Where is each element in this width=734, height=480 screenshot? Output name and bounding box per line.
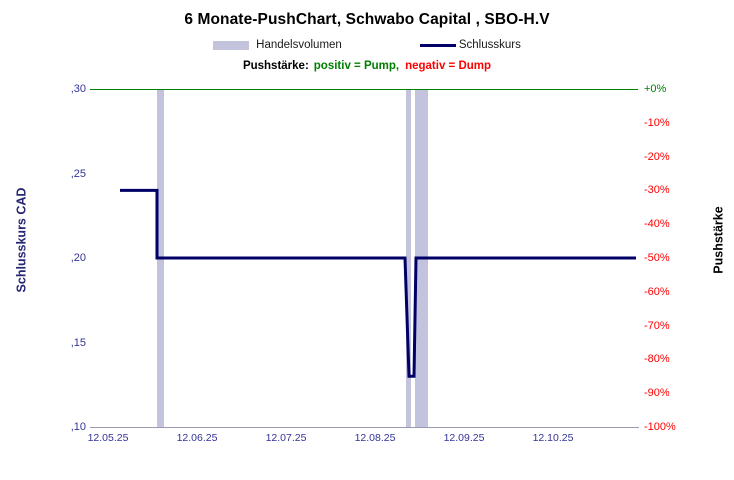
volume-bar: [406, 89, 411, 427]
x-axis-line: [90, 427, 639, 428]
y-tick-right: -30%: [644, 184, 670, 197]
plot-svg: [90, 88, 638, 427]
y-tick-right: -10%: [644, 116, 670, 129]
push-note-label: Pushstärke:: [242, 60, 309, 72]
x-tick: 12.10.25: [532, 432, 574, 444]
chart-legend: Handelsvolumen Schlusskurs: [0, 39, 734, 51]
y-axis-left-ticks: ,30 ,25 ,20 ,15 ,10: [22, 0, 86, 480]
volume-swatch-icon: [213, 40, 250, 50]
y-tick-right: -40%: [644, 218, 670, 231]
y-tick-left: ,10: [70, 421, 86, 433]
legend-item-volume: Handelsvolumen: [213, 39, 342, 51]
y-tick-right: -80%: [644, 353, 670, 366]
plot-area: [90, 88, 638, 427]
y-tick-right: +0%: [644, 83, 667, 95]
y-tick-left: ,30: [70, 83, 86, 95]
series-line: [120, 188, 636, 378]
x-tick: 12.07.25: [265, 432, 307, 444]
y-tick-left: ,20: [70, 252, 86, 264]
y-axis-right-ticks: +0% -10% -20% -30% -40% -50% -60% -70% -80% -90% -…: [644, 0, 708, 480]
y-tick-right: -20%: [644, 150, 670, 163]
y-tick-right: -70%: [644, 319, 670, 332]
push-note-negative: negativ = Dump: [405, 60, 492, 72]
legend-item-price: Schlusskurs: [419, 39, 521, 51]
chart-title: 6 Monate-PushChart, Schwabo Capital , SB…: [184, 11, 550, 28]
legend-label-price: Schlusskurs: [458, 39, 521, 51]
push-note-positive: positiv = Pump,: [313, 60, 400, 72]
y-tick-left: ,25: [70, 167, 86, 180]
legend-label-volume: Handelsvolumen: [256, 39, 342, 51]
price-line-swatch-icon: [419, 43, 456, 47]
y-tick-right: -100%: [644, 421, 676, 433]
x-axis-ticks: 12.05.25 12.06.25 12.07.25 12.08.25 12.09.25…: [0, 432, 734, 452]
push-strength-note: Pushstärke: positiv = Pump, negativ = Dump: [0, 60, 734, 72]
y-axis-title-right: Pushstärke: [712, 206, 726, 274]
x-tick: 12.09.25: [443, 432, 485, 444]
y-tick-right: -60%: [644, 285, 670, 298]
x-tick: 12.05.25: [87, 432, 129, 444]
y-tick-right: -90%: [644, 387, 670, 400]
y-tick-right: -50%: [644, 252, 670, 264]
x-tick: 12.08.25: [354, 432, 396, 444]
y-tick-left: ,15: [70, 336, 86, 349]
x-tick: 12.06.25: [176, 432, 218, 444]
